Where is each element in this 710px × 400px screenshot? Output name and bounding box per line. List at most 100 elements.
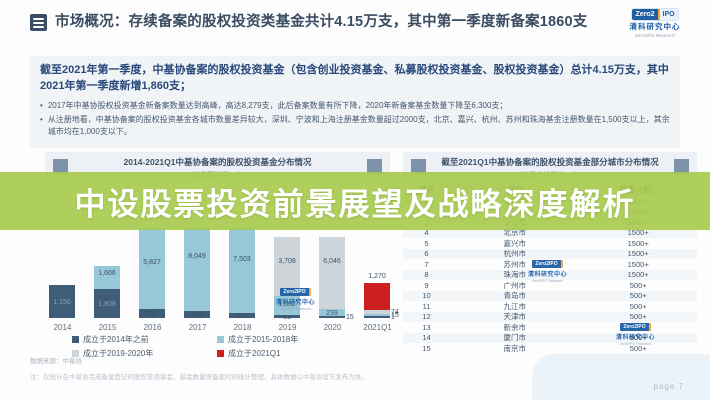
logo-chip: Zero2 IPO: [632, 9, 678, 20]
bar: 117 7,503: [229, 228, 255, 320]
square-decoration: [411, 159, 426, 174]
bar-segment: [94, 289, 120, 318]
headline-overlay-text: 中设股票投资前景展望及战略深度解析: [74, 186, 636, 222]
axis-tick-label: 2020: [323, 323, 342, 332]
watermark-brand: Zero2IPO: [532, 260, 563, 268]
bullet-marker: •: [40, 100, 43, 110]
table-row: 6 杭州市 1500+: [403, 248, 697, 259]
bar-value-label: 117: [236, 312, 248, 320]
data-source: 数据来源：中基协: [30, 358, 82, 365]
watermark-brand: Zero2IPO: [620, 323, 651, 331]
bar-slot: 1,156 2014: [40, 228, 85, 332]
bar-value-label: 1,662: [278, 301, 296, 308]
legend-swatch: [72, 336, 79, 343]
bar-segment: [274, 237, 300, 296]
watermark-name-cn: 清科研究中心: [616, 335, 656, 341]
table-cell: 500+: [629, 312, 647, 321]
bar-plot: 1,156 2014 1,808 1,606 2015 311 5,827 2016 230 8,…: [40, 228, 400, 332]
summary-lead: 截至2021年第一季度，中基协备案的股权投资基金（包含创业投资基金、私募股权投资…: [40, 64, 669, 92]
bar-value-label: 230: [191, 311, 203, 319]
table-cell: 1500+: [627, 249, 649, 258]
bar-segment: [229, 228, 255, 313]
table-cell: 九江市: [503, 301, 526, 311]
footnote: 注：仅统计在中基协完成备案登记的股权投资基金，基金数量按备案时间统计整理，具体数…: [30, 374, 368, 381]
logo-name-cn: 清科研究中心: [629, 22, 681, 31]
table-cell: 苏州市: [503, 259, 526, 269]
bar-value-label: 15: [391, 311, 399, 319]
axis-tick-label: 2015: [98, 323, 117, 332]
bar-segment: [319, 316, 345, 318]
bar: 311 5,827: [139, 228, 165, 318]
bar-segment: [139, 228, 165, 309]
bar-value-label: 1,270: [368, 273, 386, 280]
table-cell: 6: [424, 249, 429, 258]
table-cell: 4: [424, 228, 429, 237]
square-decoration: [674, 159, 689, 174]
table-row: 8 珠海市 1500+: [403, 269, 697, 280]
table-cell: 500+: [629, 343, 647, 353]
bar-segment: [139, 309, 165, 318]
legend-label: 成立于2015-2018年: [228, 335, 299, 344]
table-row: 15 南京市 500+: [403, 343, 697, 354]
table-cell: 青岛市: [503, 291, 526, 300]
table-cell: 500+: [629, 333, 647, 342]
table-row: 4 北京市 1500+: [403, 227, 697, 238]
bar-segment: [364, 310, 390, 314]
bar-segment: [49, 285, 75, 318]
legend-label: 成立于2021Q1: [228, 349, 281, 358]
table-cell: 500+: [629, 280, 647, 290]
bar-segment: [319, 237, 345, 309]
logo-brand-left: Zero2: [632, 9, 658, 20]
legend-swatch: [217, 350, 224, 357]
table-cell: 14: [422, 333, 431, 342]
summary-bullets: • 2017年中基协股权投资基金新备案数量达到高峰，高达8,279支，此后备案数量…: [40, 100, 670, 138]
summary-bullet: • 从注册地看，中基协备案的股权投资基金各城市数量差异较大，深圳、宁波和上海注册基…: [40, 114, 670, 138]
legend-swatch: [217, 336, 224, 343]
table-cell: 新余市: [503, 322, 526, 332]
bar-value-label: 1,808: [98, 300, 116, 308]
bar-segment: [364, 316, 390, 318]
bar-value-label: 239: [326, 309, 338, 317]
table-cell: 嘉兴市: [503, 238, 526, 248]
bar-segment: [364, 283, 390, 310]
table-cell: 1500+: [627, 228, 649, 237]
watermark-name-cn: 清科研究中心: [528, 272, 568, 278]
bar-slot: 31 1,662 3,708 2019: [265, 228, 310, 332]
bar-slot: 15 239 6,046 2020: [310, 228, 355, 332]
square-decoration: [53, 159, 68, 174]
watermark-brand: Zero2IPO: [280, 288, 311, 296]
bar-value-label: 311: [146, 310, 158, 318]
table-row: 14 厦门市 500+: [403, 332, 697, 343]
table-cell: 1500+: [627, 259, 649, 269]
header-bar: 市场概况：存续备案的股权投资类基金共计4.15万支，其中第一季度新备案1860支: [30, 13, 602, 31]
bar-segment: [94, 266, 120, 289]
axis-tick-label: 2014: [53, 323, 72, 332]
bullet-text: 2017年中基协股权投资基金新备案数量达到高峰，高达8,279支，此后备案数量有…: [47, 100, 508, 110]
axis-tick-label: 2019: [278, 323, 297, 332]
square-decoration: [367, 159, 382, 174]
chart-legend: 成立于2014年之前 成立于2015-2018年成立于2019-2020年 成立于2…: [72, 334, 372, 359]
bar: 1,156: [49, 228, 75, 318]
bar: 1 15 74 1,270: [364, 228, 399, 321]
bar: 15 239 6,046: [319, 228, 354, 321]
bullet-text: 从注册地看，中基协备案的股权投资基金各城市数量差异较大，深圳、宁波和上海注册基金…: [47, 114, 670, 136]
legend-item: 成立于2021Q1: [217, 348, 362, 359]
table-cell: 11: [422, 301, 431, 311]
table-row: 7 苏州市 1500+: [403, 259, 697, 270]
legend-item: 成立于2019-2020年: [72, 348, 217, 359]
table-row: 9 广州市 500+: [403, 280, 697, 291]
bar-value-label: 6,046: [323, 258, 341, 265]
table-cell: 北京市: [503, 228, 526, 237]
zero2ipo-logo: Zero2 IPO 清科研究中心 Zero2IPO Research: [616, 9, 694, 38]
watermark-name-en: Zero2IPO Research: [619, 342, 652, 346]
legend-label: 成立于2014年之前: [83, 335, 149, 344]
summary-box: 截至2021年第一季度，中基协备案的股权投资基金（包含创业投资基金、私募股权投资…: [30, 56, 680, 148]
table-cell: 8: [424, 270, 429, 279]
table-row: 12 天津市 500+: [403, 311, 697, 322]
bar-segment: [319, 309, 345, 316]
table-cell: 9: [424, 280, 429, 290]
table-cell: 厦门市: [503, 333, 526, 342]
axis-tick-label: 2016: [143, 323, 162, 332]
bar-segment: [274, 296, 300, 315]
watermark: Zero2IPO 清科研究中心 Zero2IPO Research: [528, 260, 567, 283]
